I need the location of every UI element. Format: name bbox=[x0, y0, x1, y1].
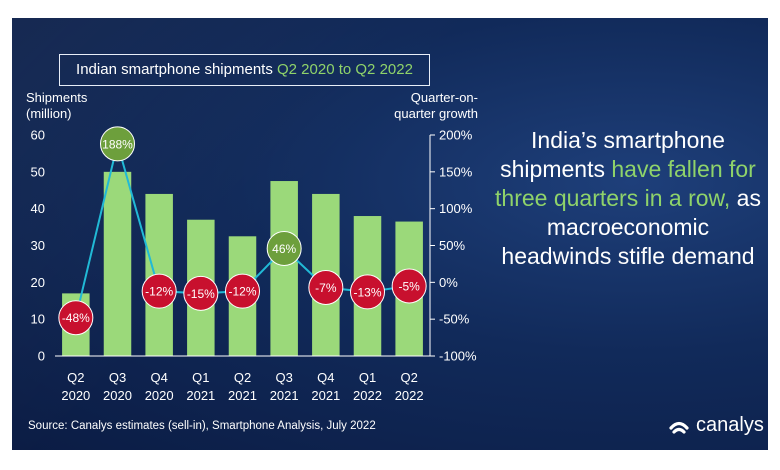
growth-label: -12% bbox=[145, 285, 173, 299]
headline-part2: as macroeconomic headwinds stifle demand bbox=[501, 185, 761, 269]
growth-bubble-positive bbox=[100, 126, 135, 162]
title-accent: Q2 2020 to Q2 2022 bbox=[277, 61, 413, 78]
y-tick-label: 60 bbox=[31, 128, 45, 143]
y2-tick-label: 200% bbox=[439, 128, 473, 143]
x-tick-label-year: 2021 bbox=[270, 388, 299, 403]
growth-bubble-negative bbox=[391, 268, 427, 304]
growth-label: -13% bbox=[353, 285, 381, 299]
y-tick-label: 50 bbox=[31, 164, 45, 179]
growth-label: 188% bbox=[102, 137, 133, 151]
title-prefix: Indian smartphone shipments bbox=[76, 61, 277, 78]
canalys-logo-text: canalys bbox=[696, 414, 764, 436]
growth-label: -15% bbox=[187, 287, 215, 301]
canalys-logo-icon bbox=[669, 421, 689, 434]
growth-bubble-negative bbox=[141, 273, 177, 309]
right-axis-title-line: quarter growth bbox=[394, 106, 478, 121]
y-tick-label: 0 bbox=[38, 349, 45, 364]
y-tick-label: 10 bbox=[31, 312, 45, 327]
growth-label: -7% bbox=[315, 281, 337, 295]
y2-tick-label: 0% bbox=[439, 275, 458, 290]
y-tick-label: 30 bbox=[31, 238, 45, 253]
x-tick-label-year: 2021 bbox=[228, 388, 257, 403]
growth-bubble-negative bbox=[58, 300, 94, 336]
y-tick-label: 40 bbox=[31, 201, 45, 216]
x-tick-label-quarter: Q4 bbox=[317, 370, 334, 385]
x-tick-label-quarter: Q2 bbox=[67, 370, 84, 385]
x-tick-label-year: 2020 bbox=[103, 388, 132, 403]
y2-tick-label: -50% bbox=[439, 312, 470, 327]
headline-part1: India’s smartphone shipments bbox=[500, 127, 725, 182]
growth-bubble-positive bbox=[266, 230, 302, 266]
growth-bubble-negative bbox=[308, 269, 344, 305]
bar bbox=[270, 181, 298, 356]
growth-label: -5% bbox=[398, 280, 420, 294]
x-tick-label-quarter: Q3 bbox=[275, 370, 292, 385]
chart-title: Indian smartphone shipments Q2 2020 to Q… bbox=[59, 54, 430, 86]
y-tick-label: 20 bbox=[31, 275, 45, 290]
left-axis-title-line: (million) bbox=[26, 106, 72, 121]
left-axis-title: Shipments (million) bbox=[26, 90, 87, 122]
chart-plot: 0 10 20 30 40 50 60 -100% -50% 0% 50% 100% 150% 200% -… bbox=[31, 126, 477, 403]
canalys-logo: canalys bbox=[668, 414, 764, 437]
x-tick-label-year: 2021 bbox=[186, 388, 215, 403]
x-tick-label-year: 2020 bbox=[61, 388, 90, 403]
right-axis-title-line: Quarter-on- bbox=[410, 90, 478, 105]
source-note: Source: Canalys estimates (sell-in), Sma… bbox=[28, 420, 376, 432]
growth-label: -12% bbox=[228, 285, 256, 299]
growth-bubble-negative bbox=[183, 275, 219, 311]
x-tick-label-quarter: Q3 bbox=[109, 370, 126, 385]
bar bbox=[103, 171, 132, 356]
growth-label: -48% bbox=[62, 311, 90, 325]
y2-tick-label: 50% bbox=[439, 238, 465, 253]
growth-label: 46% bbox=[272, 242, 296, 256]
x-tick-label-year: 2020 bbox=[145, 388, 174, 403]
x-tick-label-year: 2022 bbox=[353, 388, 382, 403]
x-tick-label-quarter: Q2 bbox=[400, 370, 417, 385]
x-tick-label-year: 2022 bbox=[395, 388, 424, 403]
growth-bubble-negative bbox=[350, 274, 385, 310]
y2-tick-label: 100% bbox=[439, 201, 473, 216]
y2-tick-label: 150% bbox=[439, 164, 473, 179]
left-axis-title-line: Shipments bbox=[26, 90, 88, 105]
x-tick-label-quarter: Q1 bbox=[192, 370, 209, 385]
x-tick-label-year: 2021 bbox=[311, 388, 340, 403]
chart-panel: Indian smartphone shipments Q2 2020 to Q… bbox=[12, 18, 768, 450]
right-axis-title: Quarter-on- quarter growth bbox=[394, 90, 478, 122]
headline-highlight: have fallen for three quarters in a row, bbox=[495, 156, 756, 211]
y2-tick-label: -100% bbox=[439, 349, 477, 364]
x-tick-label-quarter: Q2 bbox=[234, 370, 251, 385]
x-tick-label-quarter: Q4 bbox=[150, 370, 167, 385]
growth-bubble-negative bbox=[225, 273, 260, 309]
headline: India’s smartphone shipments have fallen… bbox=[494, 126, 762, 271]
x-tick-label-quarter: Q1 bbox=[359, 370, 376, 385]
